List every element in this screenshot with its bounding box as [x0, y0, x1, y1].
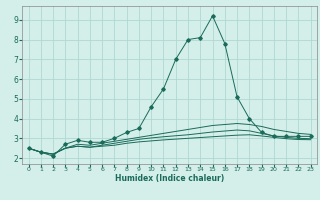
- X-axis label: Humidex (Indice chaleur): Humidex (Indice chaleur): [115, 174, 224, 183]
